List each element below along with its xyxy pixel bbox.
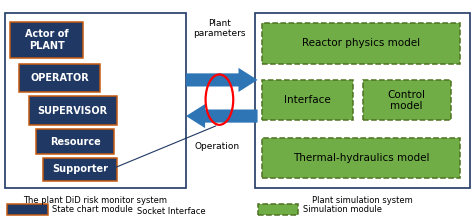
FancyBboxPatch shape	[43, 158, 117, 181]
Polygon shape	[186, 68, 257, 92]
Text: Operation: Operation	[194, 142, 239, 151]
Text: Resource: Resource	[50, 137, 100, 147]
FancyBboxPatch shape	[36, 129, 114, 154]
FancyBboxPatch shape	[5, 13, 186, 188]
FancyBboxPatch shape	[362, 80, 450, 120]
FancyBboxPatch shape	[262, 23, 459, 64]
Text: The plant DiD risk monitor system: The plant DiD risk monitor system	[23, 196, 167, 205]
Text: SUPERVISOR: SUPERVISOR	[38, 106, 108, 116]
Text: Actor of
PLANT: Actor of PLANT	[25, 29, 68, 51]
FancyBboxPatch shape	[262, 138, 459, 178]
Text: Supporter: Supporter	[52, 164, 108, 174]
Polygon shape	[186, 104, 257, 128]
FancyBboxPatch shape	[262, 80, 352, 120]
FancyBboxPatch shape	[7, 204, 48, 215]
Text: Plant
parameters: Plant parameters	[193, 19, 245, 38]
Text: Control
model: Control model	[387, 90, 425, 111]
FancyBboxPatch shape	[257, 204, 298, 215]
Text: Socket Interface: Socket Interface	[137, 207, 206, 216]
Text: Thermal-hydraulics model: Thermal-hydraulics model	[292, 153, 429, 163]
Text: Interface: Interface	[284, 95, 330, 105]
FancyBboxPatch shape	[29, 96, 117, 125]
Text: Reactor physics model: Reactor physics model	[302, 38, 419, 48]
Text: State chart module: State chart module	[52, 205, 133, 214]
FancyBboxPatch shape	[19, 64, 100, 92]
Text: Plant simulation system: Plant simulation system	[311, 196, 412, 205]
FancyBboxPatch shape	[10, 22, 83, 58]
Text: OPERATOR: OPERATOR	[30, 73, 89, 83]
FancyBboxPatch shape	[255, 13, 469, 188]
Text: Simulation module: Simulation module	[302, 205, 381, 214]
